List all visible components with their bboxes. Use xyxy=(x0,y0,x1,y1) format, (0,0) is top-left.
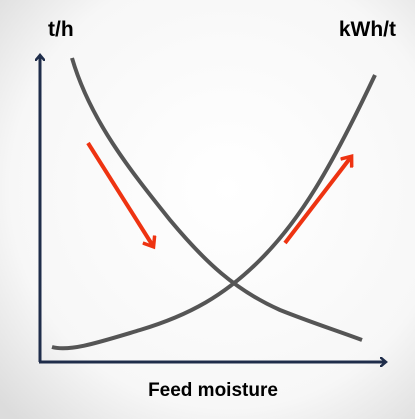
left-axis-label: t/h xyxy=(48,18,74,41)
decrease-arrow xyxy=(86,141,153,246)
throughput-curve xyxy=(70,57,363,342)
x-axis-label: Feed moisture xyxy=(148,380,278,401)
increase-arrow xyxy=(283,157,351,245)
right-axis-label: kWh/t xyxy=(339,18,396,41)
energy-curve xyxy=(51,74,377,351)
